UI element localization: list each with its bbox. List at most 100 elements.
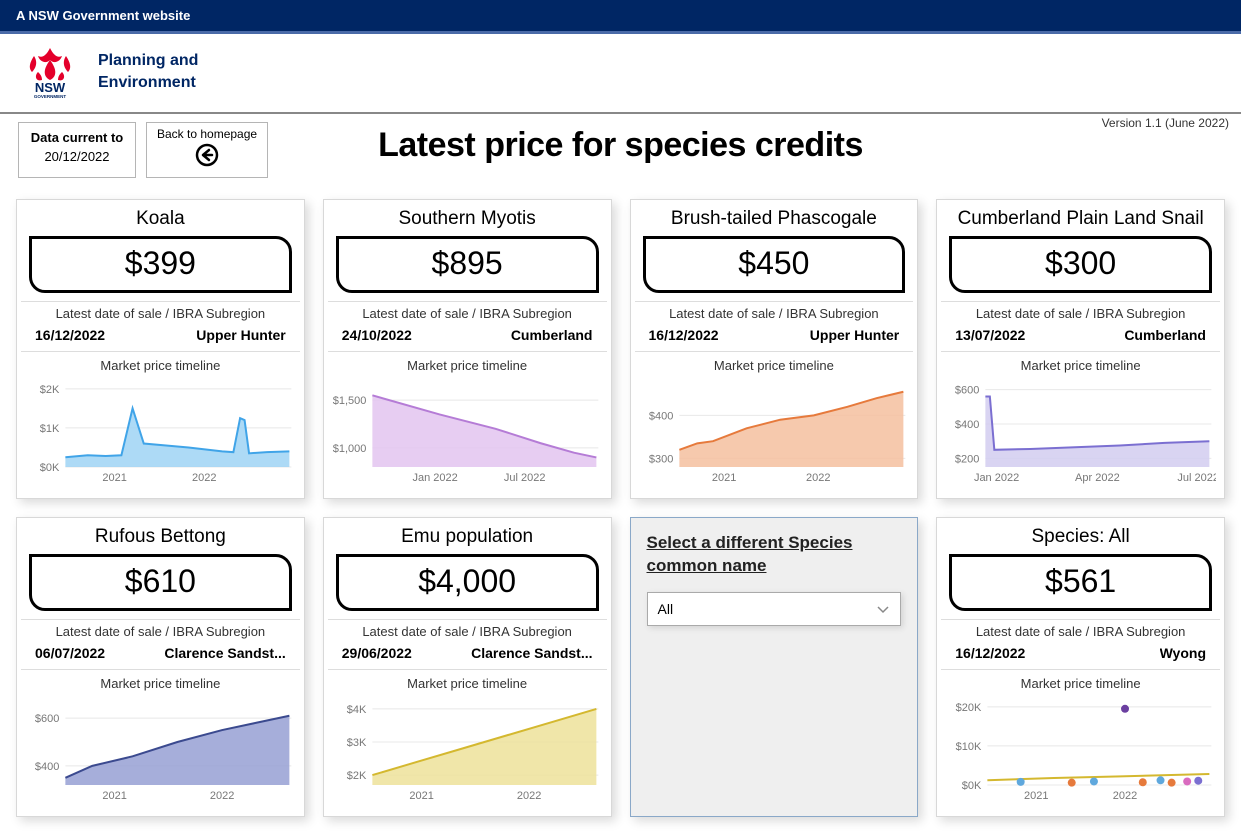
card-title: Rufous Bettong xyxy=(25,524,296,554)
back-to-homepage-button[interactable]: Back to homepage xyxy=(146,122,268,178)
timeline-label: Market price timeline xyxy=(945,358,1216,373)
svg-text:2021: 2021 xyxy=(102,790,126,802)
timeline-chart: $4K $3K $2K 2021 2022 xyxy=(332,693,603,803)
svg-text:Jul 2022: Jul 2022 xyxy=(504,472,546,484)
card-title: Emu population xyxy=(332,524,603,554)
gov-banner: A NSW Government website xyxy=(0,0,1241,34)
chevron-down-icon xyxy=(876,602,890,616)
timeline-label: Market price timeline xyxy=(945,676,1216,691)
timeline-label: Market price timeline xyxy=(25,676,296,691)
sale-date: 29/06/2022 xyxy=(342,645,412,661)
dashboard-grid: Koala $399 Latest date of sale / IBRA Su… xyxy=(0,169,1241,833)
sale-label: Latest date of sale / IBRA Subregion xyxy=(25,624,296,639)
sale-region: Cumberland xyxy=(511,327,593,343)
svg-text:$300: $300 xyxy=(648,453,672,465)
svg-text:Jan 2022: Jan 2022 xyxy=(974,472,1019,484)
sale-region: Upper Hunter xyxy=(196,327,285,343)
sale-label: Latest date of sale / IBRA Subregion xyxy=(332,624,603,639)
data-current-label: Data current to xyxy=(31,130,123,145)
sale-region: Wyong xyxy=(1160,645,1206,661)
card-title: Species: All xyxy=(945,524,1216,554)
svg-text:$400: $400 xyxy=(955,419,979,431)
card-title: Koala xyxy=(25,206,296,236)
sale-date: 06/07/2022 xyxy=(35,645,105,661)
sale-region: Upper Hunter xyxy=(810,327,899,343)
back-label: Back to homepage xyxy=(157,127,257,141)
species-card: Brush-tailed Phascogale $450 Latest date… xyxy=(630,199,919,499)
svg-text:$400: $400 xyxy=(35,761,59,773)
timeline-chart: $400 $300 2021 2022 xyxy=(639,375,910,485)
svg-text:NSW: NSW xyxy=(35,80,66,95)
sale-label: Latest date of sale / IBRA Subregion xyxy=(945,306,1216,321)
gov-banner-text: A NSW Government website xyxy=(16,8,190,23)
selector-title: Select a different Species common name xyxy=(647,532,902,578)
card-title: Southern Myotis xyxy=(332,206,603,236)
timeline-label: Market price timeline xyxy=(332,358,603,373)
svg-text:2021: 2021 xyxy=(711,472,735,484)
svg-text:GOVERNMENT: GOVERNMENT xyxy=(34,94,67,98)
sale-date: 13/07/2022 xyxy=(955,327,1025,343)
back-arrow-icon xyxy=(157,143,257,171)
sale-date: 24/10/2022 xyxy=(342,327,412,343)
svg-text:$1,000: $1,000 xyxy=(332,443,366,455)
svg-text:2022: 2022 xyxy=(806,472,830,484)
timeline-label: Market price timeline xyxy=(332,676,603,691)
card-title: Brush-tailed Phascogale xyxy=(639,206,910,236)
price-value: $450 xyxy=(643,236,906,293)
svg-text:$2K: $2K xyxy=(40,384,60,396)
svg-text:$10K: $10K xyxy=(956,741,982,753)
svg-text:2022: 2022 xyxy=(1113,790,1137,802)
timeline-label: Market price timeline xyxy=(639,358,910,373)
svg-text:2022: 2022 xyxy=(192,472,216,484)
agency-name-line1: Planning and xyxy=(98,50,198,72)
svg-text:2022: 2022 xyxy=(517,790,541,802)
svg-text:2021: 2021 xyxy=(1024,790,1048,802)
svg-text:$200: $200 xyxy=(955,453,979,465)
svg-text:Jul 2022: Jul 2022 xyxy=(1178,472,1216,484)
price-value: $399 xyxy=(29,236,292,293)
species-card: Emu population $4,000 Latest date of sal… xyxy=(323,517,612,817)
species-all-card: Species: All $561 Latest date of sale / … xyxy=(936,517,1225,817)
price-value: $561 xyxy=(949,554,1212,611)
timeline-chart: $20K $10K $0K 2021 2022 xyxy=(945,693,1216,803)
svg-text:$3K: $3K xyxy=(347,737,367,749)
meta-row: Version 1.1 (June 2022) Data current to … xyxy=(0,114,1241,169)
agency-header: NSW GOVERNMENT Planning and Environment xyxy=(0,34,1241,114)
svg-text:$400: $400 xyxy=(648,410,672,422)
agency-name-line2: Environment xyxy=(98,72,198,94)
svg-text:$2K: $2K xyxy=(347,770,367,782)
timeline-chart: $2K$1K$0K 20212022 xyxy=(25,375,296,485)
price-value: $895 xyxy=(336,236,599,293)
svg-text:$600: $600 xyxy=(35,713,59,725)
timeline-label: Market price timeline xyxy=(25,358,296,373)
svg-text:$600: $600 xyxy=(955,385,979,397)
version-text: Version 1.1 (June 2022) xyxy=(1102,116,1229,130)
svg-text:$1K: $1K xyxy=(40,423,60,435)
svg-text:$0K: $0K xyxy=(40,462,60,474)
agency-logo-block: NSW GOVERNMENT Planning and Environment xyxy=(20,46,198,98)
sale-region: Clarence Sandst... xyxy=(164,645,285,661)
dropdown-value: All xyxy=(658,601,674,617)
price-value: $300 xyxy=(949,236,1212,293)
sale-label: Latest date of sale / IBRA Subregion xyxy=(639,306,910,321)
price-value: $610 xyxy=(29,554,292,611)
price-value: $4,000 xyxy=(336,554,599,611)
species-dropdown[interactable]: All xyxy=(647,592,902,626)
svg-text:2021: 2021 xyxy=(409,790,433,802)
svg-text:$20K: $20K xyxy=(956,702,982,714)
timeline-chart: $600$400 20212022 xyxy=(25,693,296,803)
sale-date: 16/12/2022 xyxy=(955,645,1025,661)
data-current-box: Data current to 20/12/2022 xyxy=(18,122,136,178)
species-card: Southern Myotis $895 Latest date of sale… xyxy=(323,199,612,499)
sale-region: Clarence Sandst... xyxy=(471,645,592,661)
svg-text:$4K: $4K xyxy=(347,704,367,716)
data-current-value: 20/12/2022 xyxy=(44,149,109,164)
svg-text:$0K: $0K xyxy=(962,780,982,792)
agency-name: Planning and Environment xyxy=(98,50,198,93)
species-card: Cumberland Plain Land Snail $300 Latest … xyxy=(936,199,1225,499)
svg-text:Apr 2022: Apr 2022 xyxy=(1075,472,1120,484)
species-card: Koala $399 Latest date of sale / IBRA Su… xyxy=(16,199,305,499)
sale-label: Latest date of sale / IBRA Subregion xyxy=(945,624,1216,639)
sale-label: Latest date of sale / IBRA Subregion xyxy=(25,306,296,321)
sale-label: Latest date of sale / IBRA Subregion xyxy=(332,306,603,321)
